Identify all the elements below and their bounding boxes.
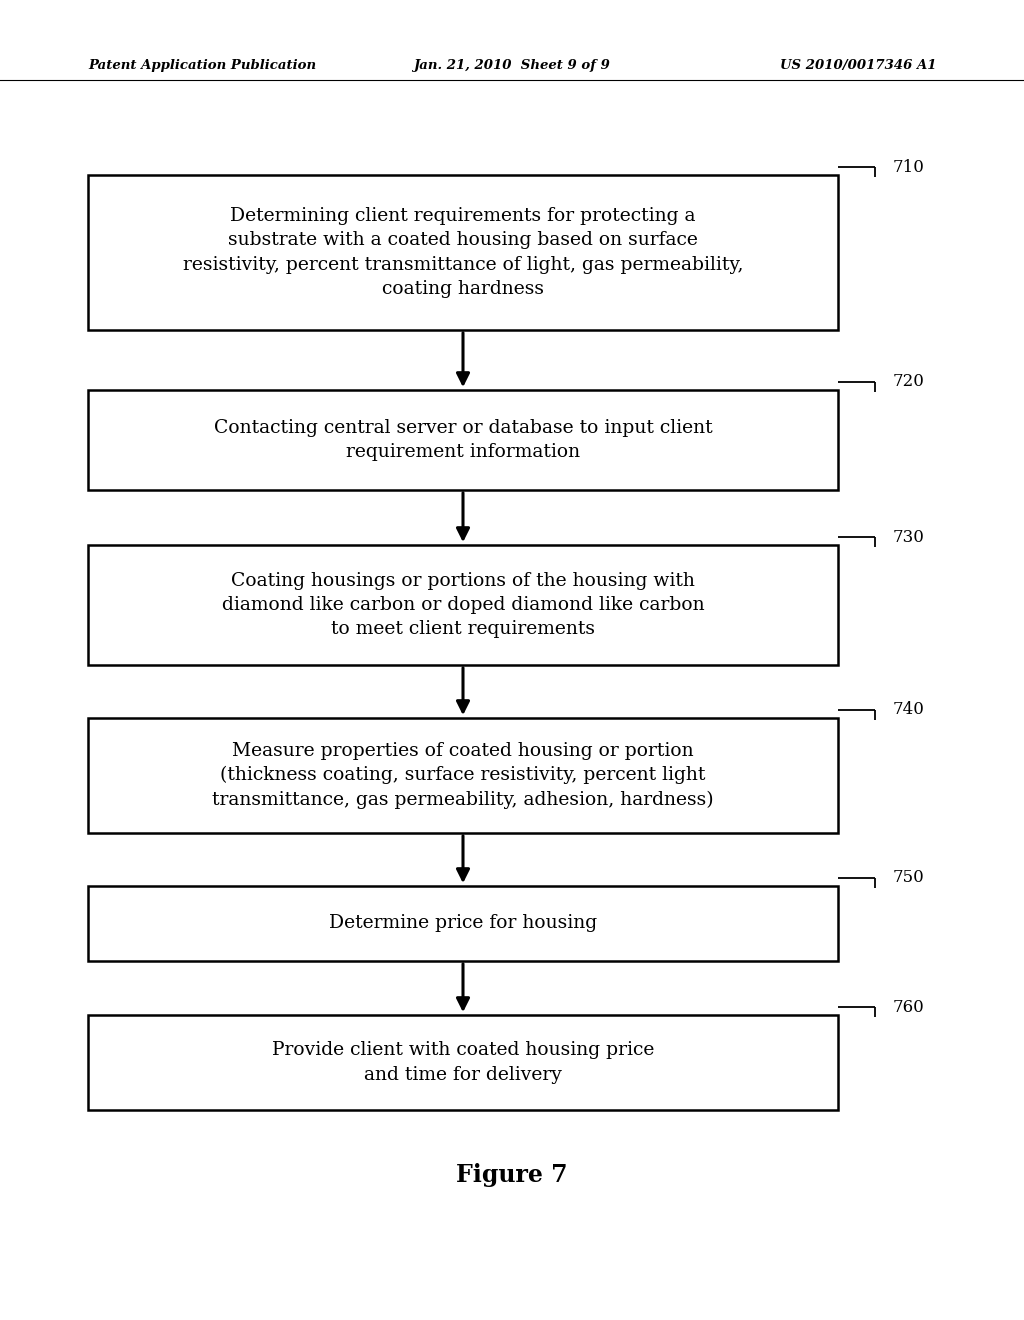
Text: 740: 740	[893, 701, 925, 718]
Text: 760: 760	[893, 998, 925, 1015]
Text: Figure 7: Figure 7	[456, 1163, 568, 1187]
Text: 710: 710	[893, 158, 925, 176]
Text: Provide client with coated housing price
and time for delivery: Provide client with coated housing price…	[271, 1041, 654, 1084]
Bar	[88, 389, 838, 490]
Bar	[88, 1015, 838, 1110]
Text: Jan. 21, 2010  Sheet 9 of 9: Jan. 21, 2010 Sheet 9 of 9	[414, 58, 610, 71]
Text: US 2010/0017346 A1: US 2010/0017346 A1	[779, 58, 936, 71]
Bar	[88, 886, 838, 961]
Text: Patent Application Publication: Patent Application Publication	[88, 58, 316, 71]
Bar	[88, 176, 838, 330]
Text: Coating housings or portions of the housing with
diamond like carbon or doped di: Coating housings or portions of the hous…	[221, 572, 705, 639]
Text: Determining client requirements for protecting a
substrate with a coated housing: Determining client requirements for prot…	[182, 207, 743, 298]
Text: Contacting central server or database to input client
requirement information: Contacting central server or database to…	[214, 418, 713, 461]
Text: 750: 750	[893, 870, 925, 887]
Bar	[88, 545, 838, 665]
Text: Determine price for housing: Determine price for housing	[329, 915, 597, 932]
Text: Measure properties of coated housing or portion
(thickness coating, surface resi: Measure properties of coated housing or …	[212, 742, 714, 809]
Text: 720: 720	[893, 374, 925, 391]
Text: 730: 730	[893, 528, 925, 545]
Bar	[88, 718, 838, 833]
